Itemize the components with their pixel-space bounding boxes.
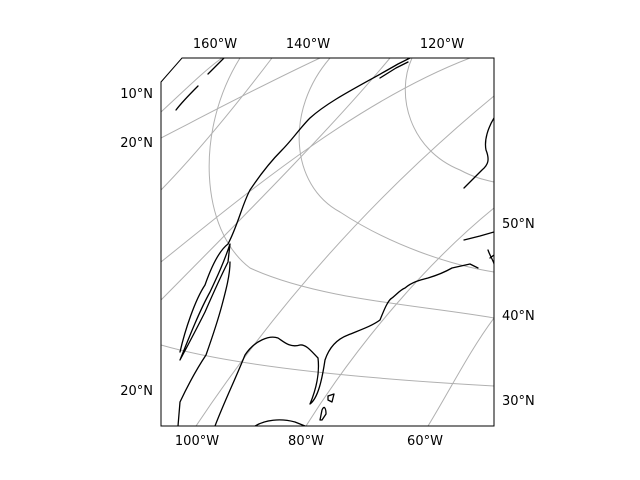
top-longitude-labels: 160°W 140°W 120°W	[193, 37, 464, 52]
coastline-gulf-of-mexico	[214, 263, 479, 426]
coastline-bahamas	[327, 393, 335, 403]
graticule	[161, 58, 494, 426]
parallel-line	[161, 344, 494, 387]
meridian-line	[161, 58, 223, 113]
coastline-north-america-west	[179, 58, 411, 353]
latitude-label: 20°N	[120, 136, 153, 151]
longitude-label: 120°W	[420, 37, 464, 52]
coastline-alaska-islands-1	[175, 85, 199, 111]
coastline-mexico-central-america	[177, 261, 231, 426]
left-latitude-labels: 10°N 20°N 20°N	[120, 87, 153, 399]
parallel-line	[404, 58, 494, 183]
longitude-label: 100°W	[175, 434, 219, 449]
latitude-label: 10°N	[120, 87, 153, 102]
bottom-longitude-labels: 100°W 80°W 60°W	[175, 434, 443, 449]
meridian-line	[195, 95, 494, 426]
parallel-line	[298, 58, 494, 273]
longitude-label: 160°W	[193, 37, 237, 52]
coastline-florida	[319, 406, 327, 421]
meridian-line	[161, 58, 273, 191]
map-frame	[160, 57, 495, 427]
parallel-line	[208, 58, 494, 319]
coastline-labrador	[463, 117, 494, 189]
map-area[interactable]	[161, 58, 494, 426]
parallel-line	[161, 58, 321, 139]
latitude-label: 30°N	[502, 394, 535, 409]
latitude-label: 20°N	[120, 384, 153, 399]
right-latitude-labels: 50°N 40°N 30°N	[502, 217, 535, 409]
coastline-baja-california	[179, 243, 231, 361]
meridian-line	[161, 58, 391, 301]
longitude-label: 80°W	[288, 434, 324, 449]
coastlines	[175, 58, 494, 426]
parallel-line	[161, 58, 471, 263]
longitude-label: 60°W	[407, 434, 443, 449]
coastline-alaska-islands-2	[207, 58, 225, 75]
longitude-label: 140°W	[286, 37, 330, 52]
coastline-alaska-islands-3	[379, 61, 409, 79]
latitude-label: 40°N	[502, 309, 535, 324]
latitude-label: 50°N	[502, 217, 535, 232]
meridian-line	[427, 317, 494, 426]
coastline-cuba	[254, 419, 306, 426]
